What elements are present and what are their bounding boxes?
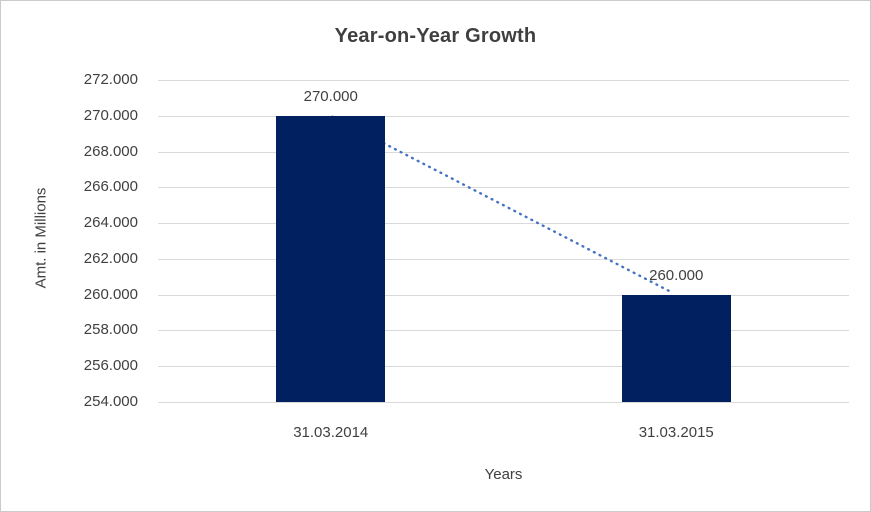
y-tick-label: 254.000 xyxy=(83,393,138,410)
y-tick-label: 260.000 xyxy=(83,285,138,303)
gridline xyxy=(158,151,849,153)
y-tick-label: 256.000 xyxy=(83,357,138,375)
y-tick-label: 268.000 xyxy=(83,142,138,160)
x-tick-label: 31.03.2015 xyxy=(638,424,714,441)
bar-31.03.2015[interactable] xyxy=(621,294,731,402)
chart-title: Year-on-Year Growth xyxy=(334,25,537,47)
y-tick-label: 272.000 xyxy=(83,71,138,88)
y-tick-label: 262.000 xyxy=(83,249,138,267)
gridline xyxy=(158,223,849,225)
gridline xyxy=(158,402,849,403)
x-tick-label: 31.03.2014 xyxy=(293,424,369,441)
gridline xyxy=(158,366,849,368)
gridline xyxy=(158,330,849,332)
plot-area xyxy=(158,80,849,403)
y-tick-label: 270.000 xyxy=(83,106,138,124)
y-tick-label: 266.000 xyxy=(83,178,138,196)
bar-31.03.2014[interactable] xyxy=(276,115,386,402)
gridline xyxy=(158,258,849,260)
y-tick-label: 258.000 xyxy=(83,321,138,339)
x-axis-title: Years xyxy=(484,466,523,483)
gridline xyxy=(158,115,849,117)
bar-value-label: 270.000 xyxy=(303,87,358,105)
gridline xyxy=(158,294,849,296)
bar-value-label: 260.000 xyxy=(649,266,704,284)
gridline xyxy=(158,80,849,81)
y-axis-title: Amt. in Millions xyxy=(32,187,50,289)
gridline xyxy=(158,187,849,189)
y-tick-label: 264.000 xyxy=(83,214,138,232)
